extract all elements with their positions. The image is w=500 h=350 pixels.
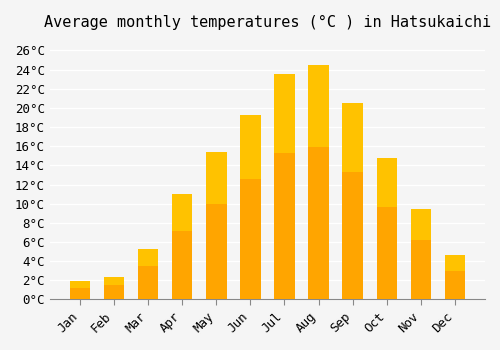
Bar	[104, 278, 124, 300]
Bar	[138, 249, 158, 266]
Bar	[206, 152, 227, 300]
Bar	[445, 256, 465, 300]
Bar	[70, 281, 90, 300]
Bar	[342, 103, 363, 300]
Bar	[274, 75, 294, 300]
Bar	[172, 194, 193, 231]
Bar	[70, 281, 90, 288]
Bar	[206, 152, 227, 204]
Bar	[274, 75, 294, 153]
Bar	[410, 209, 431, 300]
Bar	[410, 209, 431, 240]
Bar	[240, 115, 260, 179]
Bar	[240, 115, 260, 300]
Bar	[308, 65, 329, 147]
Bar	[376, 158, 397, 300]
Bar	[445, 256, 465, 271]
Bar	[308, 65, 329, 300]
Bar	[376, 158, 397, 207]
Bar	[342, 103, 363, 172]
Title: Average monthly temperatures (°C ) in Hatsukaichi: Average monthly temperatures (°C ) in Ha…	[44, 15, 491, 30]
Bar	[104, 278, 124, 285]
Bar	[138, 249, 158, 300]
Bar	[172, 194, 193, 300]
